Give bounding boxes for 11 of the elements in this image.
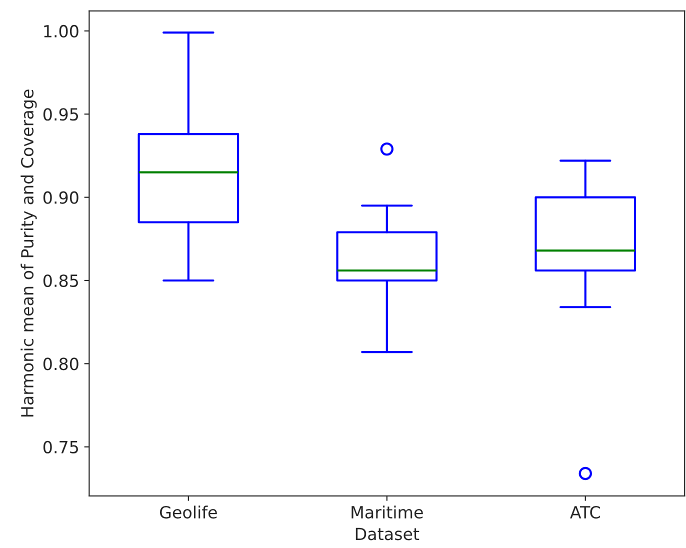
x-tick-label: ATC [570, 506, 600, 519]
y-axis-title: Harmonic mean of Purity and Coverage [20, 90, 37, 416]
y-tick-label: 0.75 [43, 440, 78, 454]
y-tick-label: 0.85 [43, 274, 78, 288]
y-tick-label: 0.80 [43, 358, 78, 370]
y-tick-label: 1.00 [44, 24, 78, 38]
y-tick-label: 0.90 [43, 191, 78, 204]
x-tick-label: Geolife [160, 506, 217, 519]
x-axis-title: Dataset [356, 528, 420, 540]
x-tick-label: Maritime [352, 506, 423, 519]
y-tick-label: 0.95 [43, 108, 78, 121]
